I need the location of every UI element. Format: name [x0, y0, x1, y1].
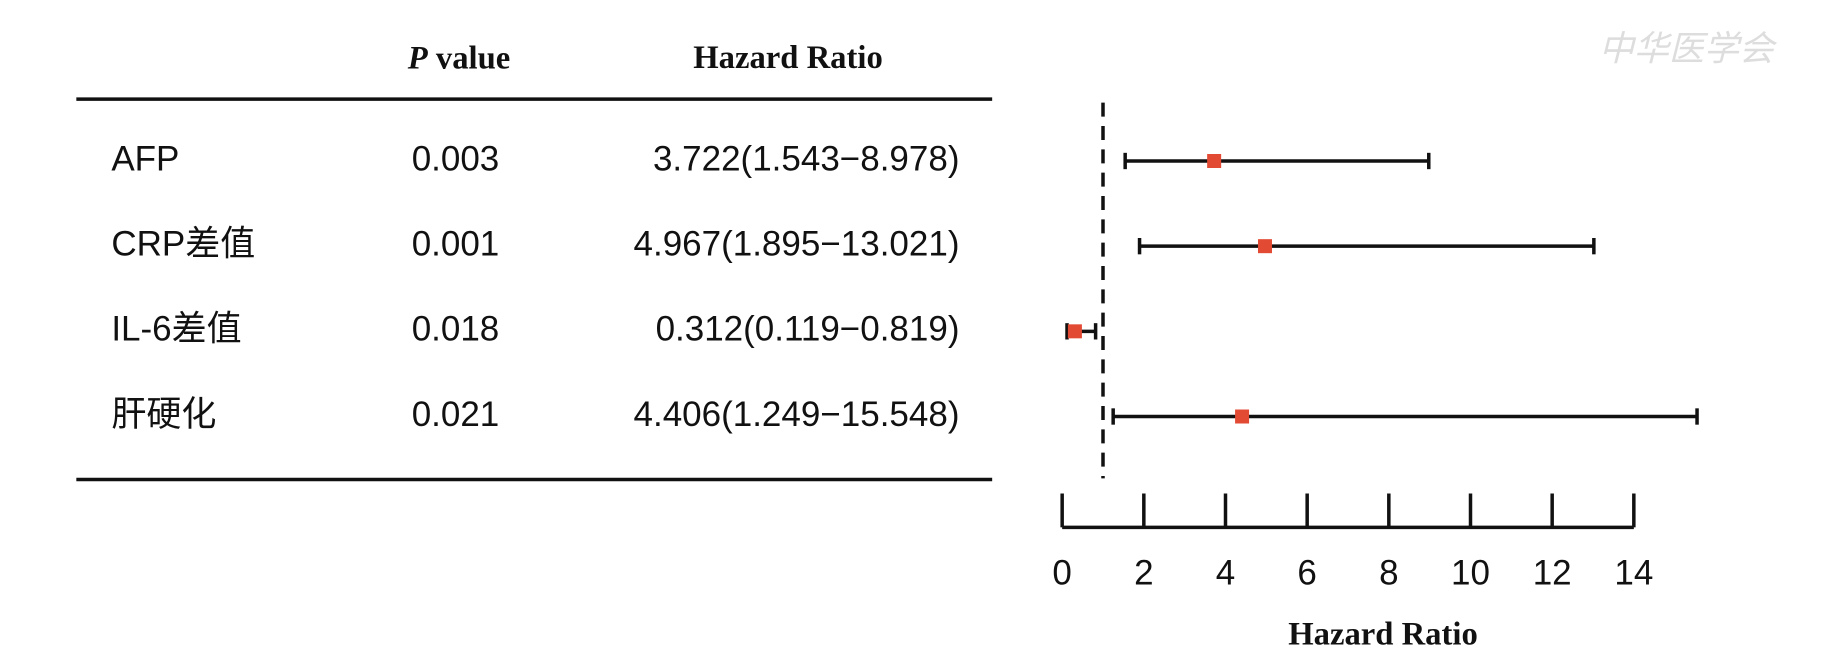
hr-header: Hazard Ratio [693, 40, 883, 76]
p-value: 0.018 [412, 310, 500, 349]
pvalue-header-p: P [407, 40, 429, 76]
x-tick-label: 4 [1216, 553, 1235, 592]
x-tick-label: 10 [1451, 553, 1490, 592]
x-tick-label: 12 [1533, 553, 1572, 592]
x-tick-label: 6 [1297, 553, 1316, 592]
p-value: 0.001 [412, 224, 500, 263]
x-tick-label: 0 [1052, 553, 1071, 592]
pvalue-header-text: value [436, 40, 510, 76]
hr-point [1235, 409, 1250, 424]
watermark: 中华医学会 [1599, 30, 1778, 69]
hr-point [1207, 154, 1222, 168]
x-tick-label: 14 [1614, 553, 1653, 592]
row-label: 肝硬化 [111, 395, 216, 434]
hr-label: 0.312(0.119−0.819) [656, 310, 960, 349]
x-axis-title: Hazard Ratio [1288, 617, 1478, 653]
x-tick-label: 8 [1379, 553, 1398, 592]
hr-label: 4.967(1.895−13.021) [634, 224, 960, 263]
p-value: 0.021 [412, 395, 500, 434]
x-tick-label: 2 [1134, 553, 1153, 592]
row-label: AFP [111, 139, 179, 178]
pvalue-header: P value [407, 40, 511, 76]
hr-point [1067, 324, 1082, 339]
p-value: 0.003 [412, 139, 500, 178]
hr-label: 3.722(1.543−8.978) [653, 139, 960, 178]
row-label: CRP差值 [111, 224, 255, 263]
hr-point [1257, 239, 1272, 254]
hr-label: 4.406(1.249−15.548) [634, 395, 960, 434]
row-label: IL-6差值 [111, 310, 241, 349]
